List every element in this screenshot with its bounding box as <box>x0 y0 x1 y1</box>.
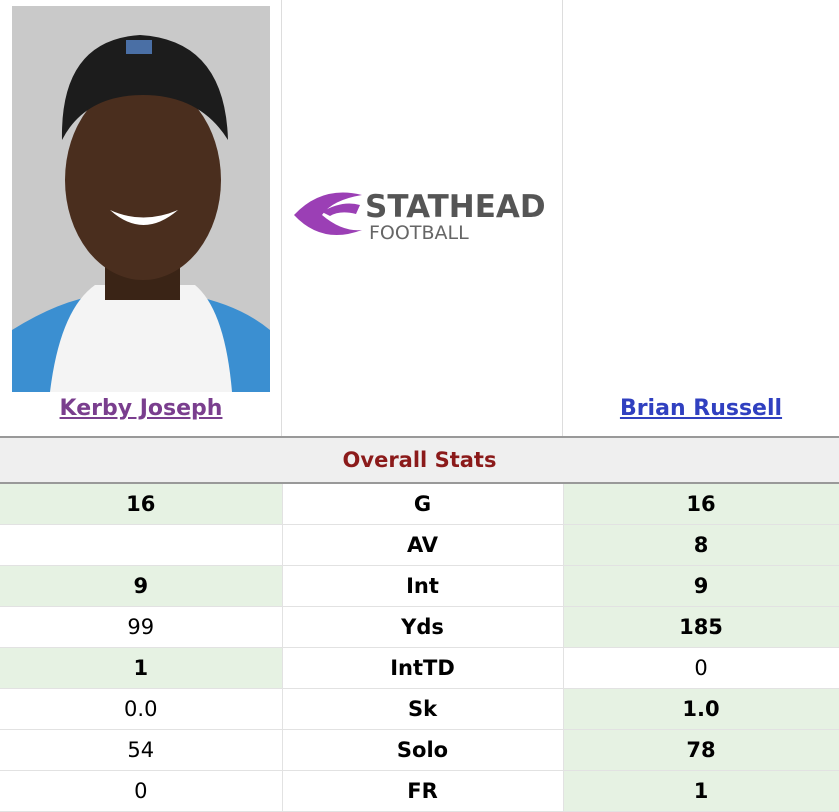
stat-label: Int <box>282 565 564 607</box>
stat-row: 0 FR 1 <box>0 770 839 812</box>
stat-label: Solo <box>282 729 564 771</box>
stat-value: 185 <box>563 606 839 648</box>
stat-row: 54 Solo 78 <box>0 729 839 771</box>
stat-value: 9 <box>0 565 283 607</box>
logo-cell: STATHEAD FOOTBALL <box>282 0 563 436</box>
stat-label: Yds <box>282 606 564 648</box>
stat-label: G <box>282 484 564 525</box>
stat-value: 1.0 <box>563 688 839 730</box>
stat-value: 16 <box>563 484 839 525</box>
stat-row: 99 Yds 185 <box>0 606 839 648</box>
stat-label: AV <box>282 524 564 566</box>
player-link[interactable]: Kerby Joseph <box>59 396 223 421</box>
stat-value: 54 <box>0 729 283 771</box>
player-cell: Brian Russell <box>563 0 839 436</box>
stat-value: 1 <box>0 647 283 689</box>
stat-value: 1 <box>563 770 839 812</box>
stat-value: 0 <box>563 647 839 689</box>
stat-value <box>0 524 283 566</box>
stat-value: 0 <box>0 770 283 812</box>
stat-row: 0.0 Sk 1.0 <box>0 688 839 730</box>
stat-row: 16 G 16 <box>0 484 839 525</box>
stat-label: IntTD <box>282 647 564 689</box>
stats-table: 16 G 16 AV 8 9 Int 9 99 Yds 185 1 IntTD 0 0.0 Sk 1.0 54 So… <box>0 484 839 812</box>
player-photo <box>12 6 270 392</box>
stat-value: 0.0 <box>0 688 283 730</box>
stat-row: AV 8 <box>0 524 839 566</box>
stat-value: 16 <box>0 484 283 525</box>
stat-value: 8 <box>563 524 839 566</box>
stat-value: 99 <box>0 606 283 648</box>
stat-row: 9 Int 9 <box>0 565 839 607</box>
stat-row: 1 IntTD 0 <box>0 647 839 689</box>
player-cell: Kerby Joseph <box>0 0 282 436</box>
logo-subtext: FOOTBALL <box>369 222 469 244</box>
player-link[interactable]: Brian Russell <box>619 396 783 421</box>
logo: STATHEAD FOOTBALL <box>294 189 546 244</box>
section-header: Overall Stats <box>0 436 839 484</box>
stat-label: Sk <box>282 688 564 730</box>
stat-value: 78 <box>563 729 839 771</box>
stat-label: FR <box>282 770 564 812</box>
logo-text: STATHEAD <box>365 189 546 225</box>
stat-value: 9 <box>563 565 839 607</box>
